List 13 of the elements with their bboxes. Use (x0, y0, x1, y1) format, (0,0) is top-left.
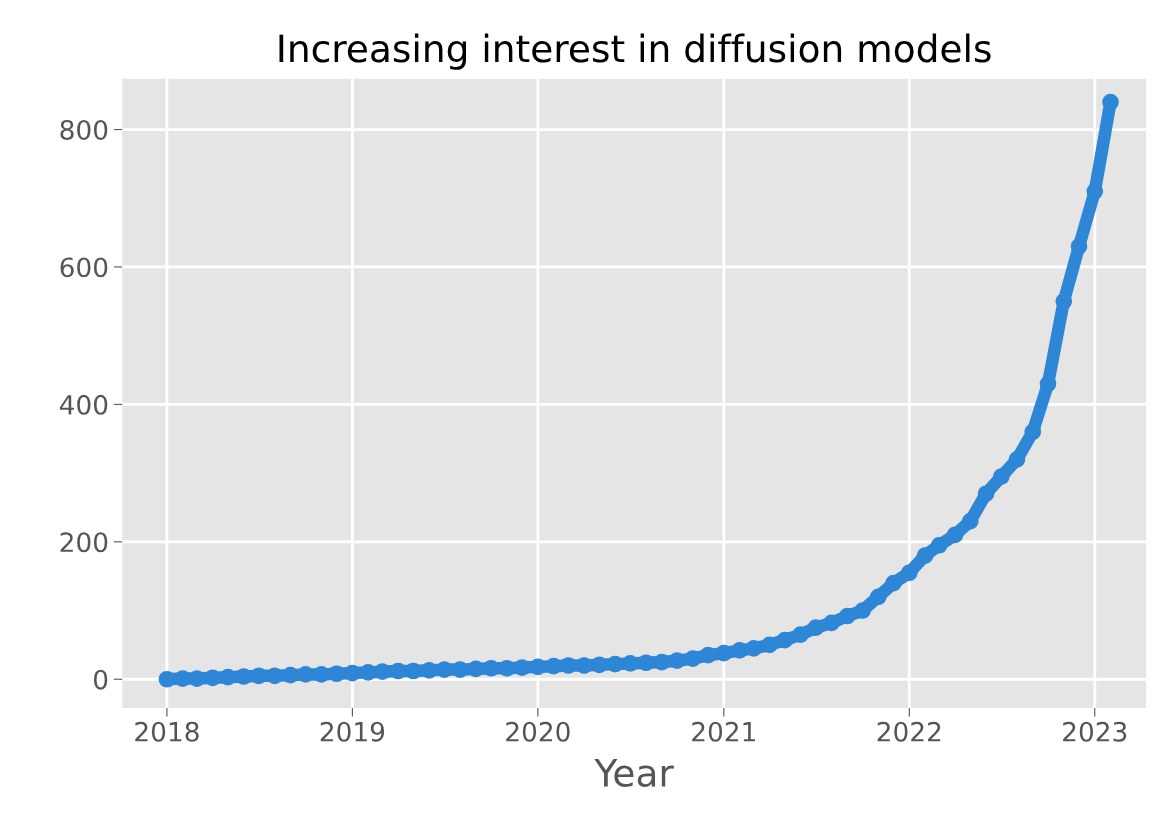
y-tick-label: 600 (60, 257, 108, 278)
x-axis-title: Year (594, 759, 674, 787)
x-tick-label: 2019 (320, 721, 385, 742)
chart-title: Increasing interest in diffusion models (279, 33, 991, 70)
x-tick-label: 2021 (692, 721, 755, 742)
x-tick-label: 2023 (1063, 721, 1127, 742)
y-tick-label: 0 (93, 669, 108, 690)
y-tick-label: 400 (59, 394, 108, 415)
x-tick-label: 2022 (877, 721, 941, 742)
y-tick-label: 200 (60, 532, 108, 553)
x-tick-label: 2020 (506, 721, 570, 742)
x-tick-label: 2018 (135, 721, 199, 742)
y-tick-label: 800 (60, 119, 108, 140)
